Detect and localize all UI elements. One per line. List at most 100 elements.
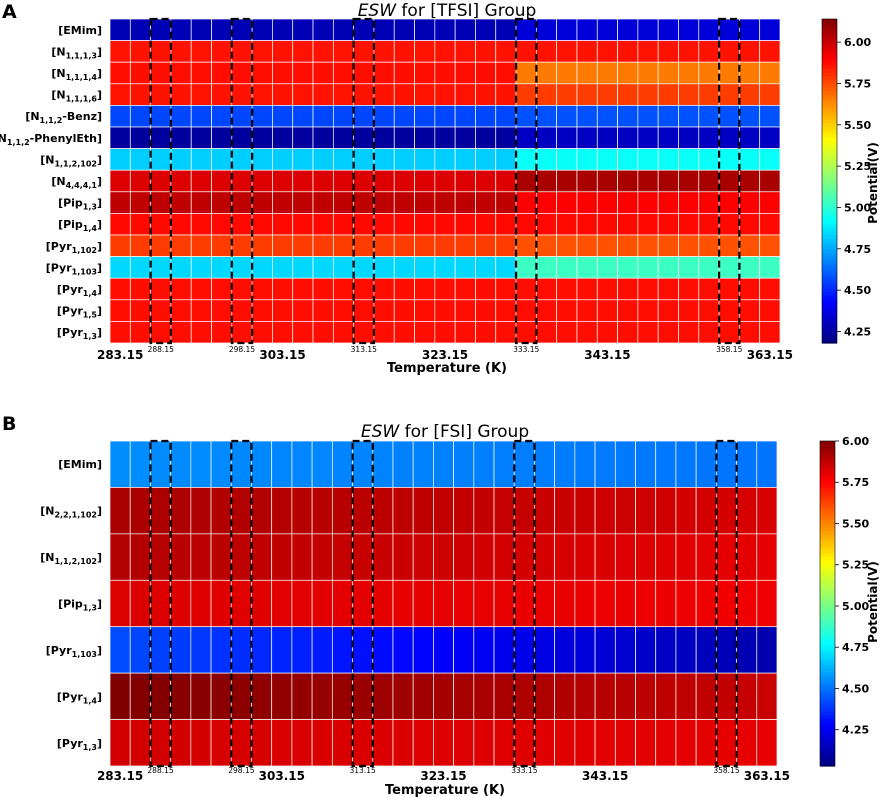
- heatmap-cell: [352, 487, 374, 535]
- heatmap-cell: [271, 487, 293, 535]
- heatmap-cell: [736, 533, 758, 581]
- heatmap-cell: [312, 169, 334, 193]
- heatmap-cell: [170, 487, 192, 535]
- heatmap-cell: [434, 191, 456, 214]
- heatmap-cell: [433, 672, 454, 720]
- heatmap-cell: [392, 579, 414, 628]
- heatmap-cell: [393, 256, 415, 279]
- colorbar-gradient-step: [820, 498, 835, 503]
- heatmap-cell: [292, 277, 314, 301]
- heatmap-cell: [574, 533, 596, 581]
- heatmap-cell: [536, 83, 558, 106]
- heatmap-cell: [614, 440, 636, 488]
- heatmap-cell: [495, 213, 517, 236]
- row-label: [N4,4,4,1]: [51, 175, 102, 190]
- heatmap-cell: [109, 234, 131, 257]
- heatmap-cell: [373, 83, 395, 106]
- heatmap-cell: [434, 105, 456, 128]
- heatmap-cell: [251, 579, 273, 628]
- heatmap-cell: [614, 579, 636, 628]
- heatmap-cell: [373, 256, 395, 279]
- heatmap-cell: [372, 672, 394, 720]
- heatmap-cell: [718, 105, 740, 128]
- heatmap-cell: [759, 213, 781, 236]
- heatmap-cell: [534, 626, 556, 674]
- heatmap-cell: [272, 299, 294, 322]
- colorbar-tick-label: 5.25: [842, 559, 869, 572]
- heatmap-cell: [129, 148, 151, 171]
- heatmap-cell: [718, 61, 740, 85]
- heatmap-cell: [515, 321, 537, 344]
- heatmap-cell: [311, 672, 333, 720]
- heatmap-cell: [453, 487, 475, 535]
- colorbar-gradient-step: [820, 549, 835, 554]
- colorbar-gradient-step: [820, 632, 835, 637]
- heatmap-cell: [332, 321, 354, 344]
- colorbar-gradient-step: [822, 69, 837, 74]
- x-tick-labels: 283.15 303.15 323.15 343.15 363.15 288.15 298.…: [97, 766, 790, 783]
- colorbar-gradient-step: [822, 29, 837, 34]
- heatmap-cell: [594, 440, 616, 488]
- heatmap-cell: [574, 487, 596, 535]
- heatmap-cell: [759, 299, 781, 322]
- heatmap-cell: [129, 487, 151, 535]
- heatmap-cell: [129, 213, 151, 236]
- heatmap-cell: [210, 533, 232, 581]
- heatmap-cell: [412, 672, 434, 720]
- heatmap-cell: [574, 579, 596, 628]
- heatmap-cell: [617, 321, 639, 344]
- heatmap-cell: [495, 299, 517, 322]
- heatmap-cell: [150, 299, 172, 322]
- heatmap-cell: [657, 83, 679, 106]
- heatmap-cell: [698, 105, 720, 128]
- heatmap-cell: [271, 719, 293, 767]
- heatmap-cell: [312, 83, 334, 106]
- colorbar-gradient-step: [820, 747, 835, 753]
- heatmap-cell: [109, 105, 131, 128]
- colorbar-label: Potential(V): [866, 142, 880, 224]
- heatmap-cell: [454, 105, 476, 128]
- heatmap-cell: [617, 105, 639, 128]
- heatmap-cell: [373, 126, 395, 149]
- heatmap-cell: [272, 126, 294, 149]
- heatmap-cell: [332, 277, 354, 301]
- heatmap-cell: [109, 256, 131, 279]
- colorbar-gradient-step: [822, 152, 837, 157]
- heatmap-cell: [393, 213, 415, 236]
- heatmap-cell: [312, 61, 334, 85]
- heatmap-cell: [190, 18, 212, 41]
- heatmap-cell: [718, 83, 740, 106]
- heatmap-cell: [739, 105, 761, 128]
- heatmap-cell: [372, 579, 394, 628]
- colorbar-gradient-step: [822, 213, 837, 218]
- heatmap-cell: [129, 299, 151, 322]
- row-label: [EMim]: [58, 458, 102, 471]
- heatmap-cell: [756, 440, 778, 488]
- colorbar-tick-label: 4.75: [842, 641, 869, 654]
- colorbar-gradient-step: [822, 22, 837, 27]
- heatmap-cell: [475, 299, 497, 322]
- colorbar-gradient-step: [822, 267, 837, 272]
- heatmap-cell: [433, 487, 454, 535]
- heatmap-cell: [210, 579, 232, 628]
- heatmap-cell: [617, 148, 639, 171]
- heatmap-cell: [292, 126, 314, 149]
- heatmap-cell: [698, 148, 720, 171]
- heatmap-cell: [231, 61, 253, 85]
- heatmap-cell: [475, 18, 497, 41]
- heatmap-cell: [291, 487, 313, 535]
- heatmap-cell: [454, 277, 476, 301]
- heatmap-cell: [473, 579, 495, 628]
- heatmap-cell: [129, 105, 151, 128]
- heatmap-cell: [655, 533, 677, 581]
- heatmap-cell: [150, 719, 171, 767]
- heatmap-cell: [393, 40, 415, 63]
- colorbar-gradient-step: [820, 657, 835, 662]
- heatmap-cell: [230, 719, 252, 767]
- heatmap-cell: [698, 321, 720, 344]
- heatmap-cell: [556, 105, 578, 128]
- colorbar-gradient-step: [820, 527, 835, 532]
- heatmap-cell: [129, 321, 151, 344]
- heatmap-cell: [657, 18, 679, 41]
- heatmap-cell: [414, 148, 436, 171]
